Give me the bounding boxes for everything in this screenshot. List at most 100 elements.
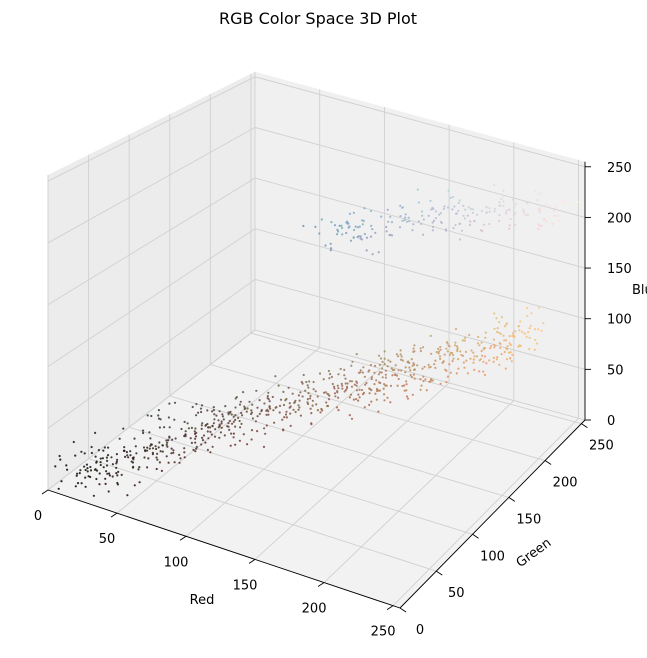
data-point: [508, 227, 511, 230]
data-point: [383, 393, 386, 396]
data-point: [326, 404, 330, 408]
data-point: [135, 452, 138, 455]
data-point: [232, 420, 235, 423]
data-point: [361, 371, 364, 374]
data-point: [241, 414, 244, 417]
data-point: [105, 470, 108, 473]
data-point: [453, 205, 456, 208]
data-point: [242, 433, 245, 436]
blue-tick-label: 100: [607, 313, 632, 328]
data-point: [524, 214, 527, 217]
data-point: [200, 410, 203, 414]
data-point: [329, 249, 332, 252]
data-point: [439, 357, 442, 360]
data-point: [356, 236, 359, 239]
data-point: [220, 426, 223, 429]
data-point: [168, 402, 171, 405]
green-tick-label: 0: [416, 623, 424, 638]
data-point: [238, 419, 241, 423]
data-point: [485, 362, 488, 365]
data-point: [323, 391, 326, 394]
data-point: [432, 219, 435, 222]
data-point: [465, 359, 468, 362]
data-point: [370, 376, 373, 379]
data-point: [483, 373, 486, 377]
data-point: [391, 368, 395, 371]
data-point: [98, 472, 101, 475]
data-point: [199, 407, 203, 410]
data-point: [341, 233, 344, 236]
data-point: [282, 403, 286, 407]
data-point: [220, 422, 223, 425]
data-point: [116, 458, 119, 461]
data-point: [431, 229, 434, 232]
data-point: [438, 355, 442, 358]
data-point: [127, 456, 130, 459]
data-point: [413, 344, 416, 347]
data-point: [551, 222, 554, 225]
data-point: [406, 397, 410, 400]
data-point: [306, 384, 309, 387]
data-point: [373, 383, 376, 386]
data-point: [170, 447, 173, 450]
data-point: [66, 468, 69, 471]
data-point: [537, 193, 540, 196]
data-point: [102, 449, 105, 452]
data-point: [377, 410, 380, 413]
data-point: [499, 346, 502, 350]
green-tick-mark: [436, 570, 443, 576]
data-point: [345, 231, 348, 235]
data-point: [498, 321, 501, 324]
data-point: [439, 212, 442, 215]
data-point: [336, 384, 339, 387]
data-point: [309, 407, 312, 410]
data-point: [322, 378, 325, 381]
data-point: [99, 461, 102, 464]
data-point: [266, 408, 269, 411]
data-point: [522, 208, 525, 211]
data-point: [89, 469, 93, 472]
data-point: [419, 350, 422, 353]
data-point: [99, 463, 102, 467]
data-point: [352, 398, 355, 401]
data-point: [369, 235, 373, 238]
data-point: [273, 421, 276, 424]
blue-tick-label: 150: [607, 262, 632, 277]
data-point: [452, 357, 455, 360]
data-point: [502, 334, 505, 337]
data-point: [437, 350, 441, 353]
data-point: [535, 199, 539, 202]
data-point: [244, 407, 247, 410]
red-tick-mark: [41, 489, 49, 495]
data-point: [360, 388, 364, 392]
data-point: [405, 383, 408, 386]
data-point: [383, 357, 386, 360]
data-point: [302, 224, 305, 228]
data-point: [431, 206, 434, 209]
data-point: [234, 406, 237, 409]
data-point: [165, 443, 168, 446]
data-point: [406, 361, 409, 364]
data-point: [458, 199, 461, 202]
data-point: [115, 472, 118, 475]
data-point: [538, 225, 541, 228]
data-point: [525, 335, 528, 338]
data-point: [263, 402, 266, 405]
data-point: [537, 208, 540, 211]
data-point: [168, 426, 171, 429]
data-point: [371, 228, 374, 231]
data-point: [480, 341, 483, 344]
data-point: [312, 388, 315, 391]
data-point: [123, 449, 126, 452]
data-point: [475, 355, 479, 358]
blue-tick-label: 0: [607, 414, 615, 429]
data-point: [350, 380, 354, 383]
data-point: [120, 473, 123, 476]
data-point: [206, 409, 209, 412]
data-point: [255, 389, 258, 392]
data-point: [358, 396, 361, 399]
data-point: [234, 425, 237, 428]
data-point: [395, 353, 398, 356]
data-point: [117, 470, 120, 473]
data-point: [411, 393, 414, 396]
